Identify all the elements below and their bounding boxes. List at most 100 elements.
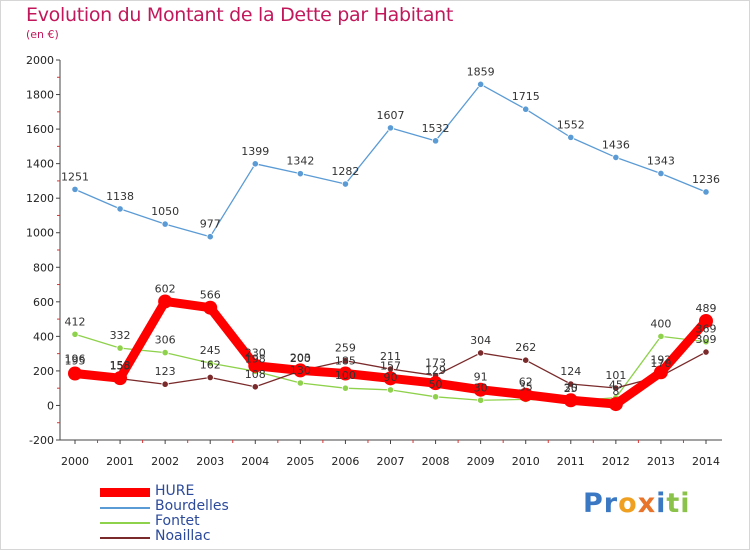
x-tick-label: 2011	[557, 455, 585, 468]
data-point-bourdelles	[477, 80, 485, 88]
data-point-bourdelles	[341, 180, 350, 188]
data-point-fontet	[206, 359, 214, 367]
data-point-fontet	[477, 396, 485, 404]
data-label-bourdelles: 1343	[647, 154, 675, 167]
data-point-noaillac	[477, 349, 485, 357]
y-tick-label: 600	[33, 296, 54, 309]
data-label-fontet: 35	[519, 380, 533, 393]
data-point-hure	[608, 397, 623, 412]
y-tick-label: 2000	[26, 54, 54, 67]
data-label-hure: 192	[650, 353, 671, 366]
data-point-hure	[68, 366, 82, 381]
data-label-bourdelles: 977	[200, 218, 221, 231]
data-point-noaillac	[161, 380, 169, 388]
logo-letter: t	[666, 488, 681, 519]
data-label-fontet: 412	[65, 315, 86, 328]
data-label-fontet: 306	[155, 334, 176, 347]
data-point-hure	[473, 382, 488, 397]
logo-letter: i	[656, 488, 667, 519]
y-tick-label: 400	[33, 330, 54, 343]
data-label-bourdelles: 1251	[61, 170, 89, 183]
chart-unit: (en €)	[26, 28, 59, 41]
data-label-fontet: 45	[609, 379, 623, 392]
data-label-fontet: 198	[245, 352, 266, 365]
legend-label: Fontet	[155, 513, 200, 529]
y-tick-label: 800	[33, 261, 54, 274]
data-label-bourdelles: 1607	[377, 109, 405, 122]
legend-label: Noaillac	[155, 528, 211, 544]
data-point-hure	[113, 371, 128, 386]
data-label-bourdelles: 1552	[557, 118, 585, 131]
data-label-hure: 158	[110, 359, 131, 372]
y-tick-label: 1400	[26, 158, 54, 171]
data-point-noaillac	[612, 384, 620, 392]
line-chart: -200 0 200 400 600 800 1000 1200 1400 1600 1800 200…	[26, 54, 722, 468]
data-label-hure: 129	[425, 364, 446, 377]
data-label-noaillac: 259	[335, 342, 356, 355]
data-label-noaillac: 123	[155, 365, 176, 378]
data-point-hure	[203, 300, 218, 315]
data-label-hure: 30	[564, 381, 578, 394]
data-label-noaillac: 262	[515, 341, 536, 354]
legend-label: HURE	[155, 483, 195, 499]
data-label-hure: 91	[474, 371, 488, 384]
data-point-bourdelles	[657, 169, 665, 178]
data-label-bourdelles: 1236	[692, 173, 720, 186]
data-point-fontet	[702, 338, 710, 346]
data-label-hure: 602	[155, 282, 176, 295]
x-tick-label: 2002	[151, 455, 179, 468]
logo-letter: P	[583, 488, 604, 519]
data-label-bourdelles: 1282	[331, 165, 359, 178]
data-point-hure	[293, 363, 308, 378]
data-label-fontet: 369	[696, 323, 717, 336]
x-tick-label: 2009	[467, 455, 495, 468]
data-label-hure: 62	[519, 376, 533, 389]
data-point-fontet	[431, 393, 440, 401]
x-tick-label: 2013	[647, 455, 675, 468]
y-tick-label: -200	[29, 434, 54, 447]
data-label-noaillac: 101	[605, 369, 626, 382]
data-label-hure: 489	[696, 302, 717, 315]
data-point-noaillac	[206, 373, 214, 382]
data-label-noaillac: 200	[290, 352, 311, 365]
x-tick-label: 2006	[331, 455, 359, 468]
data-point-fontet	[657, 332, 665, 340]
data-point-bourdelles	[386, 124, 395, 132]
legend-swatch	[100, 537, 150, 539]
x-tick-label: 2003	[196, 455, 224, 468]
data-label-hure: 8	[612, 385, 619, 398]
data-point-hure	[563, 393, 578, 408]
data-label-fontet: 245	[200, 344, 221, 357]
data-point-hure	[338, 366, 353, 381]
data-label-hure: 195	[65, 355, 86, 368]
data-point-bourdelles	[567, 133, 575, 141]
data-label-fontet: 90	[384, 371, 398, 384]
legend-swatch	[100, 507, 150, 509]
x-tick-label: 2001	[106, 455, 134, 468]
x-tick-label: 2004	[241, 455, 269, 468]
x-tick-label: 2012	[602, 455, 630, 468]
data-label-noaillac: 196	[65, 353, 86, 366]
data-label-fontet: 400	[650, 317, 671, 330]
data-label-bourdelles: 1859	[467, 65, 495, 78]
data-point-hure	[158, 294, 173, 309]
data-point-fontet	[161, 348, 169, 357]
data-point-hure	[653, 365, 668, 380]
legend-swatch	[100, 522, 150, 524]
x-tick-label: 2007	[377, 455, 405, 468]
data-point-fontet	[386, 386, 395, 394]
data-label-hure: 230	[245, 347, 266, 360]
data-label-bourdelles: 1399	[241, 145, 269, 158]
data-point-bourdelles	[522, 105, 530, 113]
x-tick-label: 2008	[422, 455, 450, 468]
data-label-bourdelles: 1050	[151, 205, 179, 218]
data-label-noaillac: 173	[425, 357, 446, 370]
data-label-hure: 157	[380, 359, 401, 372]
data-point-noaillac	[522, 356, 530, 364]
data-label-bourdelles: 1436	[602, 138, 630, 151]
data-point-hure	[383, 371, 398, 386]
logo-letter: o	[618, 488, 638, 519]
x-tick-label: 2000	[61, 455, 89, 468]
data-label-hure: 185	[335, 355, 356, 368]
